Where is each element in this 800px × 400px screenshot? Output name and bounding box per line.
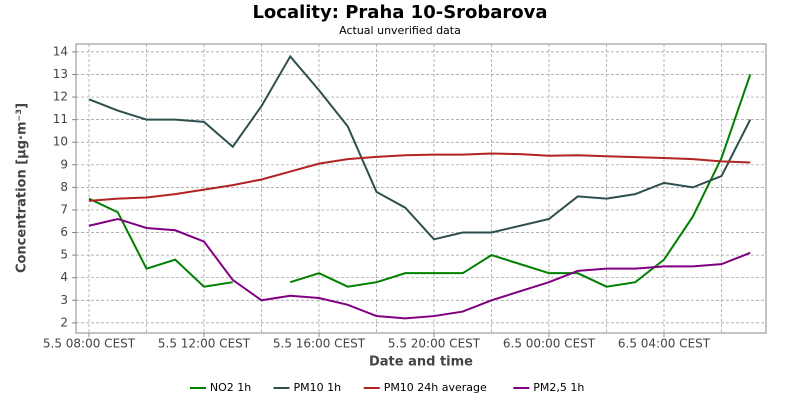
- y-tick-label: 14: [53, 44, 68, 58]
- y-tick-label: 9: [60, 157, 68, 171]
- y-tick-label: 12: [53, 90, 68, 104]
- legend-label: PM10 1h: [294, 381, 342, 394]
- y-axis-label: Concentration [µg·m⁻³]: [15, 103, 30, 273]
- y-tick-label: 4: [60, 270, 68, 284]
- legend-label: NO2 1h: [210, 381, 251, 394]
- y-tick-label: 8: [60, 180, 68, 194]
- x-axis-label: Date and time: [369, 355, 473, 370]
- y-tick-label: 2: [60, 315, 68, 329]
- series-line: [88, 197, 233, 288]
- x-tick-label: 5.5 16:00 CEST: [273, 337, 366, 351]
- y-tick-label: 13: [53, 67, 68, 81]
- chart-title: Locality: Praha 10-Srobarova: [252, 2, 547, 23]
- x-tick-label: 5.5 20:00 CEST: [388, 337, 481, 351]
- y-tick-label: 11: [53, 112, 68, 126]
- y-tick-label: 10: [53, 135, 68, 149]
- chart-subtitle: Actual unverified data: [339, 24, 461, 37]
- x-tick-label: 6.5 04:00 CEST: [618, 337, 711, 351]
- y-tick-label: 3: [60, 293, 68, 307]
- legend-label: PM2,5 1h: [533, 381, 584, 394]
- legend-label: PM10 24h average: [384, 381, 487, 394]
- x-tick-label: 5.5 08:00 CEST: [43, 337, 136, 351]
- y-tick-label: 6: [60, 225, 68, 239]
- series-line: [88, 54, 752, 241]
- series-line: [289, 74, 752, 288]
- x-tick-label: 5.5 12:00 CEST: [158, 337, 251, 351]
- plot-frame: [75, 43, 767, 334]
- y-tick-label: 7: [60, 202, 68, 216]
- x-tick-label: 6.5 00:00 CEST: [503, 337, 596, 351]
- series-line: [88, 152, 751, 202]
- y-tick-label: 5: [60, 248, 68, 262]
- series-line: [88, 217, 751, 320]
